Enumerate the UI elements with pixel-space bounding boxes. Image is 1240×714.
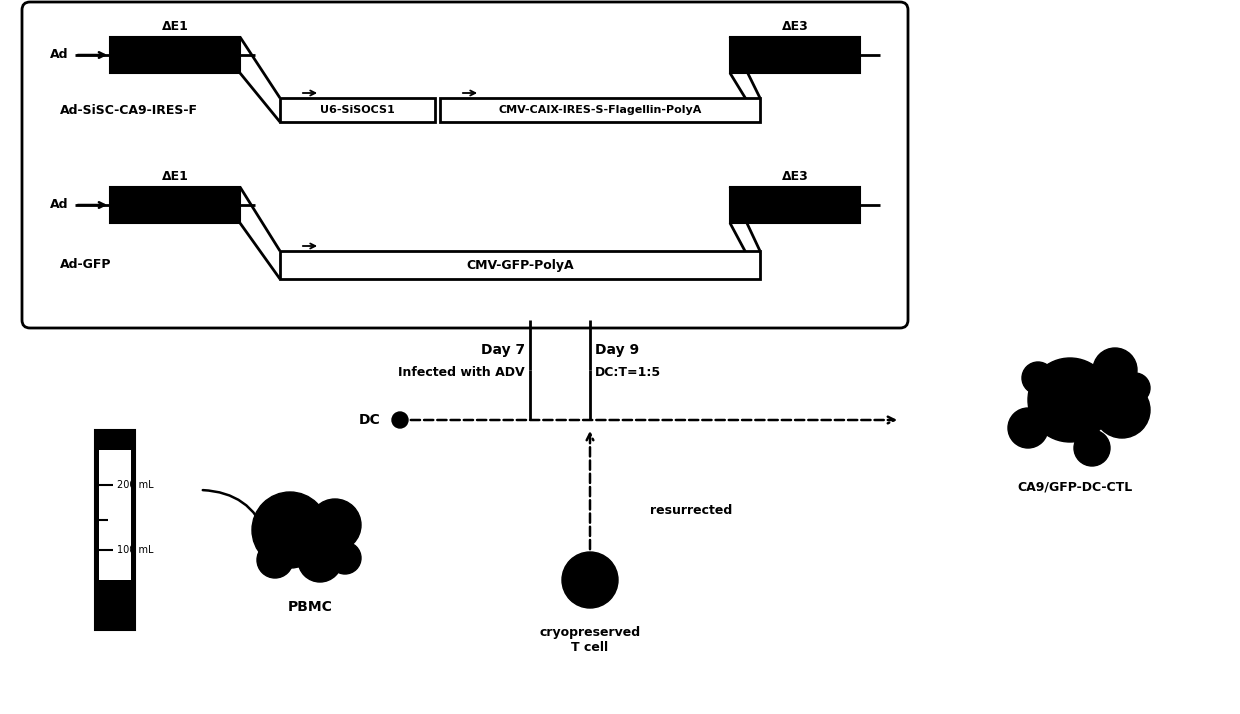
Text: ΔE3: ΔE3 [781, 170, 808, 183]
Circle shape [1022, 362, 1054, 394]
FancyBboxPatch shape [22, 2, 908, 328]
Text: Ad: Ad [50, 49, 68, 61]
Text: ΔE1: ΔE1 [161, 170, 188, 183]
Text: ΔE1: ΔE1 [161, 20, 188, 33]
Text: Day 9: Day 9 [595, 343, 639, 357]
Text: ΔE3: ΔE3 [781, 20, 808, 33]
Circle shape [298, 538, 342, 582]
Text: Infected with ADV: Infected with ADV [398, 366, 525, 378]
Circle shape [1092, 348, 1137, 392]
Circle shape [1008, 408, 1048, 448]
Circle shape [1094, 382, 1149, 438]
Bar [280, 251, 760, 279]
Text: Day 7: Day 7 [481, 343, 525, 357]
Text: Ad-GFP: Ad-GFP [60, 258, 112, 271]
Bar [110, 37, 241, 73]
Bar [95, 430, 135, 630]
Bar [730, 37, 861, 73]
Circle shape [252, 492, 329, 568]
Circle shape [257, 542, 293, 578]
Bar [730, 187, 861, 223]
Text: resurrected: resurrected [650, 503, 733, 516]
Circle shape [329, 542, 361, 574]
Circle shape [562, 552, 618, 608]
Bar [99, 580, 131, 620]
Circle shape [1120, 373, 1149, 403]
Circle shape [1028, 358, 1112, 442]
Text: CMV-GFP-PolyA: CMV-GFP-PolyA [466, 258, 574, 271]
Bar [99, 450, 131, 620]
Bar [280, 98, 435, 122]
Bar [440, 98, 760, 122]
Text: PBMC: PBMC [288, 600, 332, 614]
Circle shape [1074, 430, 1110, 466]
Text: U6-SiSOCS1: U6-SiSOCS1 [320, 105, 394, 115]
Text: Ad: Ad [50, 198, 68, 211]
Text: cryopreserved
T cell: cryopreserved T cell [539, 626, 641, 654]
Text: CA9/GFP-DC-CTL: CA9/GFP-DC-CTL [1017, 480, 1132, 493]
Bar [110, 187, 241, 223]
Text: Ad-SiSC-CA9-IRES-F: Ad-SiSC-CA9-IRES-F [60, 104, 198, 116]
Text: CMV-CAIX-IRES-S-Flagellin-PolyA: CMV-CAIX-IRES-S-Flagellin-PolyA [498, 105, 702, 115]
Text: DC: DC [358, 413, 379, 427]
Text: 200 mL: 200 mL [117, 480, 154, 490]
Circle shape [309, 499, 361, 551]
Circle shape [392, 412, 408, 428]
Text: DC:T=1:5: DC:T=1:5 [595, 366, 661, 378]
Text: 100 mL: 100 mL [117, 545, 154, 555]
